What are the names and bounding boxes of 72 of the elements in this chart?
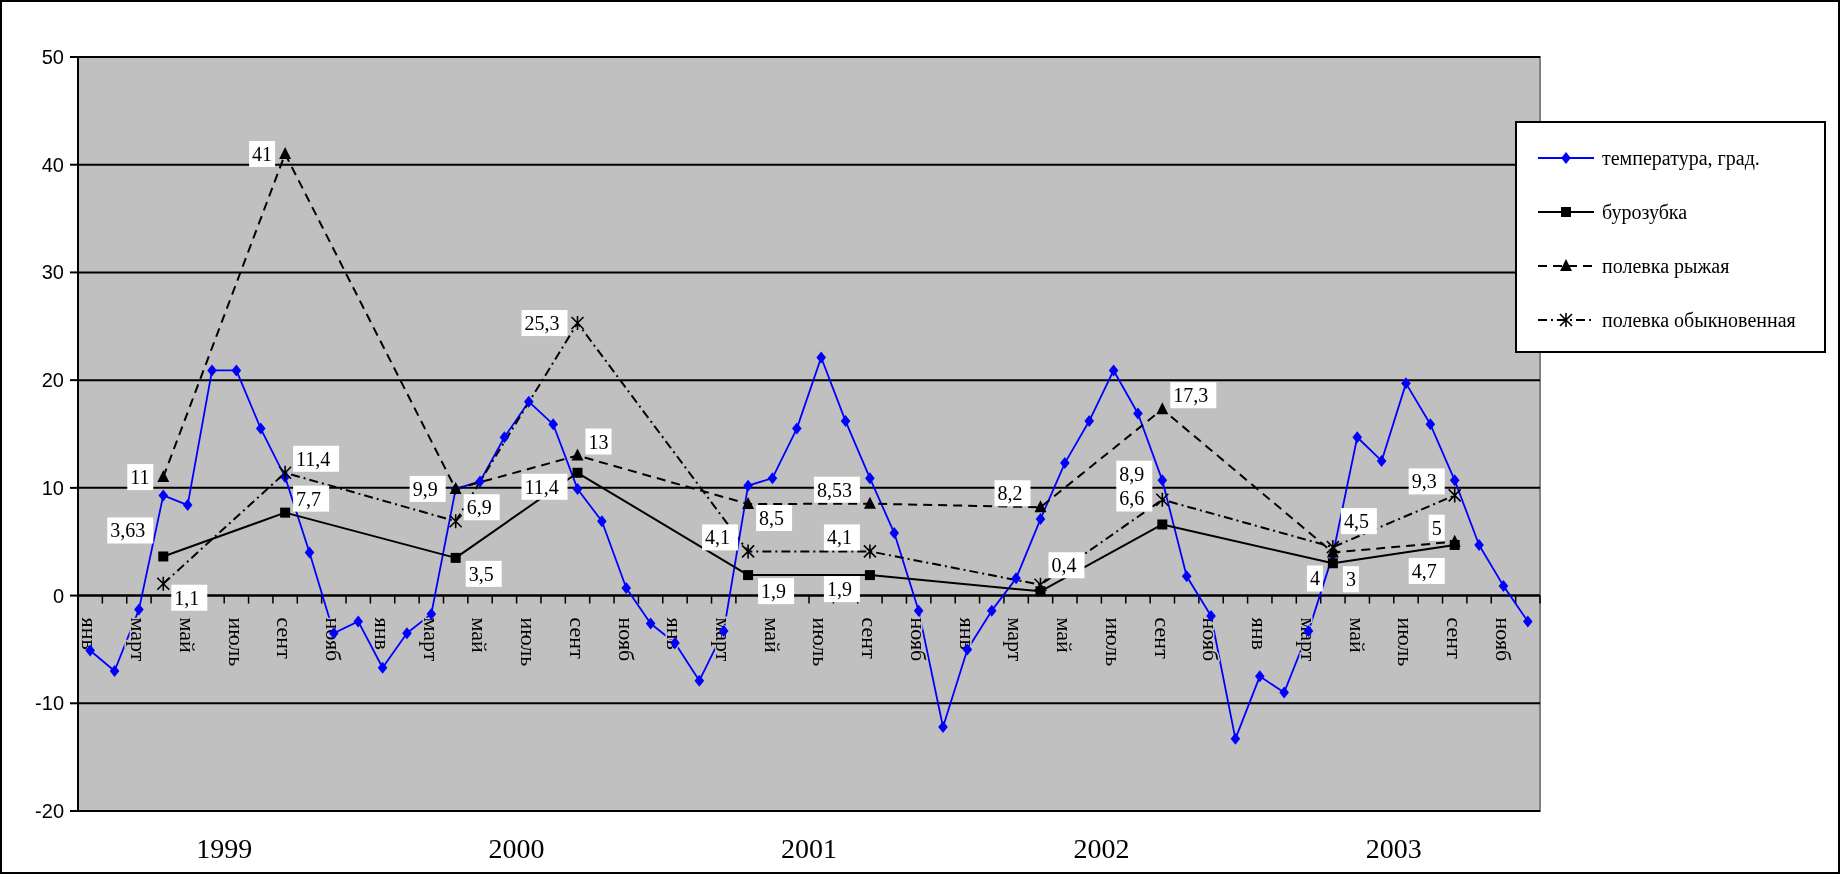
x-tick-label: сент <box>1442 617 1468 660</box>
data-label: 41 <box>252 142 273 165</box>
y-tick-label: 0 <box>52 584 64 607</box>
x-tick-label: май <box>1052 617 1078 654</box>
legend-label: бурозубка <box>1602 201 1688 224</box>
data-label: 4,1 <box>826 526 852 549</box>
legend-label: полевка рыжая <box>1602 255 1730 278</box>
data-label: 1,9 <box>826 578 852 601</box>
data-label: 6,9 <box>466 496 492 519</box>
text: 2001 <box>781 833 837 864</box>
text: 1999 <box>196 833 253 864</box>
data-label: 4,7 <box>1411 559 1437 582</box>
y-tick-label: 20 <box>41 369 64 392</box>
x-tick-label: июль <box>808 617 834 667</box>
data-label: 9,9 <box>412 477 438 500</box>
data-label: 5 <box>1431 516 1442 539</box>
text: 2003 <box>1365 833 1422 864</box>
y-tick-label: 30 <box>41 261 64 284</box>
x-tick-label: май <box>174 617 200 654</box>
data-label: 17,3 <box>1173 384 1209 407</box>
y-tick-label: -20 <box>35 800 64 822</box>
x-tick-label: нояб <box>905 617 931 662</box>
data-label: 25,3 <box>524 312 560 335</box>
data-label: 7,7 <box>296 487 322 510</box>
x-tick-label: сент <box>1149 617 1175 660</box>
data-label: 11,4 <box>296 447 331 470</box>
x-tick-label: май <box>759 617 785 654</box>
x-tick-label: янв <box>77 617 103 650</box>
text: 2000 <box>488 833 545 864</box>
data-label: 3,5 <box>468 562 494 585</box>
x-tick-label: янв <box>954 617 980 650</box>
x-tick-label: нояб <box>1198 617 1224 662</box>
data-label: 8,9 <box>1119 462 1145 485</box>
data-label: 8,2 <box>997 482 1023 505</box>
x-tick-label: июль <box>1100 617 1126 667</box>
data-label: 6,6 <box>1119 487 1145 510</box>
x-tick-label: сент <box>272 617 298 660</box>
data-label: 11 <box>130 466 150 489</box>
x-tick-label: нояб <box>613 617 639 662</box>
text: 2002 <box>1073 833 1130 864</box>
x-tick-label: март <box>1003 617 1029 662</box>
data-label: 0,4 <box>1051 554 1077 577</box>
legend-label: температура, град. <box>1602 147 1760 170</box>
data-label: 13 <box>588 430 609 453</box>
data-label: 4,1 <box>705 526 731 549</box>
x-tick-label: сент <box>564 617 590 660</box>
y-tick-label: 40 <box>41 153 64 176</box>
data-label: 4,5 <box>1343 510 1369 533</box>
legend-label: полевка обыкновенная <box>1602 309 1796 331</box>
data-label: 4 <box>1309 567 1320 590</box>
data-label: 1,1 <box>174 586 200 609</box>
x-tick-label: март <box>418 617 444 662</box>
data-label: 3,63 <box>110 519 146 542</box>
x-tick-label: янв <box>369 617 395 650</box>
data-label: 1,9 <box>761 580 787 603</box>
data-label: 8,53 <box>816 478 852 501</box>
x-tick-label: июль <box>1393 617 1419 667</box>
y-tick-label: 10 <box>41 476 64 499</box>
x-tick-label: нояб <box>1490 617 1516 662</box>
x-tick-label: сент <box>857 617 883 660</box>
x-tick-label: янв <box>1247 617 1273 650</box>
x-tick-label: июль <box>516 617 542 667</box>
data-label: 11,4 <box>524 475 559 498</box>
data-label: 3 <box>1345 568 1356 591</box>
x-tick-label: май <box>1344 617 1370 654</box>
x-tick-label: март <box>126 617 152 662</box>
data-label: 9,3 <box>1411 470 1437 493</box>
data-label: 8,5 <box>759 507 785 530</box>
x-tick-label: июль <box>223 617 249 667</box>
x-tick-label: май <box>467 617 493 654</box>
y-tick-label: -10 <box>35 692 64 715</box>
y-tick-label: 50 <box>41 46 64 68</box>
